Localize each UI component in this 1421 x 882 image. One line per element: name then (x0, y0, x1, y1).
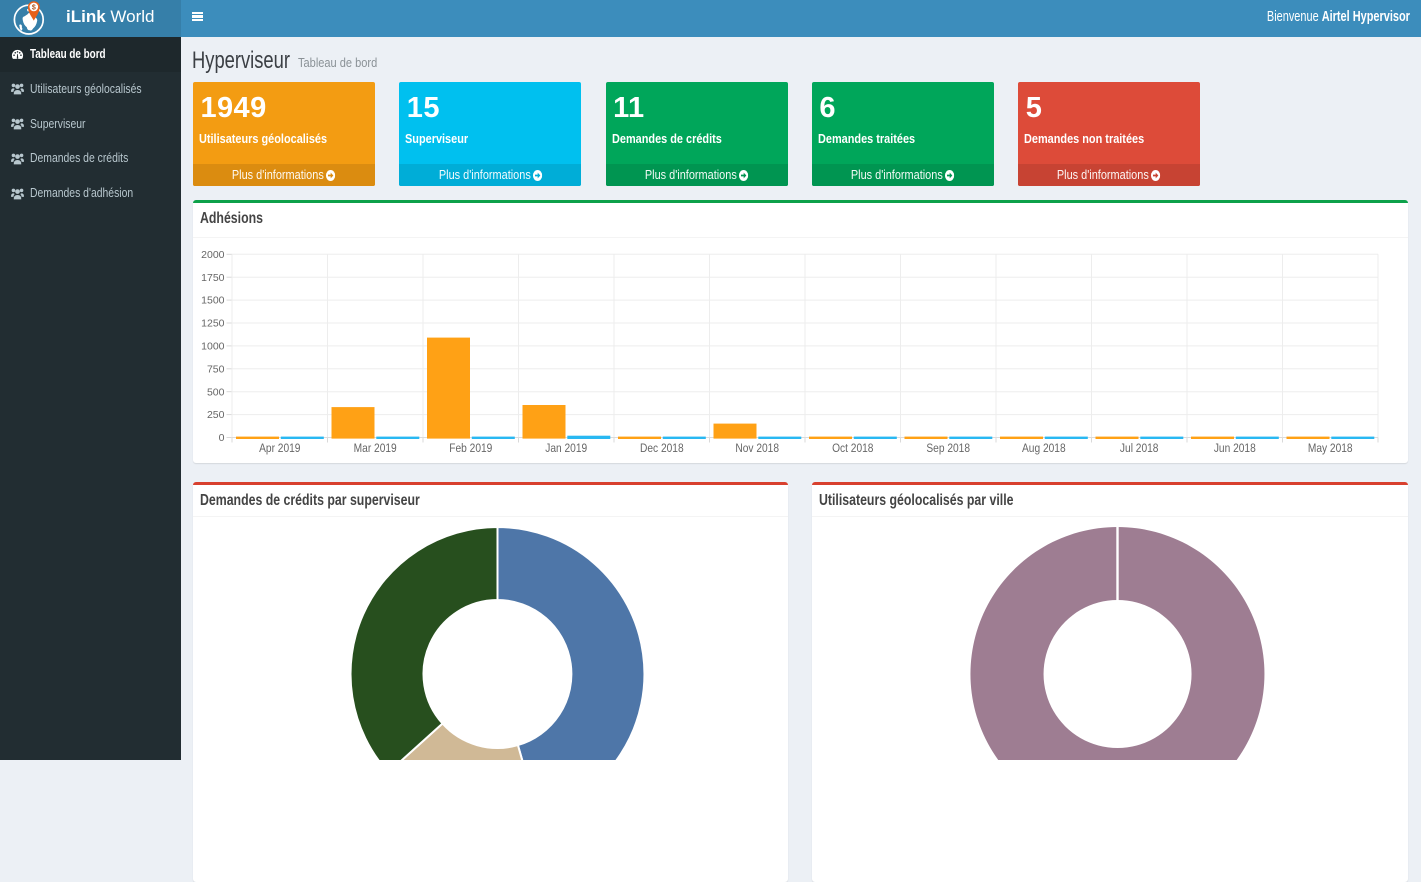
svg-text:1500: 1500 (201, 295, 225, 307)
svg-text:Oct 2018: Oct 2018 (832, 442, 873, 455)
svg-text:0: 0 (219, 432, 225, 444)
svg-text:1750: 1750 (201, 272, 225, 284)
svg-text:Dec 2018: Dec 2018 (640, 442, 684, 455)
svg-text:Jun 2018: Jun 2018 (1214, 442, 1256, 455)
svg-text:500: 500 (207, 386, 225, 398)
svg-text:Jan 2019: Jan 2019 (545, 442, 587, 455)
svg-text:May 2018: May 2018 (1308, 442, 1353, 455)
svg-text:2000: 2000 (201, 249, 225, 261)
svg-text:Mar 2019: Mar 2019 (354, 442, 397, 455)
svg-text:Nov 2018: Nov 2018 (735, 442, 779, 455)
svg-text:250: 250 (207, 409, 225, 421)
svg-text:Apr 2019: Apr 2019 (259, 442, 300, 455)
svg-text:Jul 2018: Jul 2018 (1120, 442, 1159, 455)
svg-text:Aug 2018: Aug 2018 (1022, 442, 1066, 455)
svg-text:$: $ (32, 4, 36, 11)
svg-text:1250: 1250 (201, 318, 225, 330)
svg-text:1000: 1000 (201, 341, 225, 353)
svg-text:750: 750 (207, 363, 225, 375)
svg-text:Feb 2019: Feb 2019 (449, 442, 492, 455)
svg-text:Sep 2018: Sep 2018 (926, 442, 970, 455)
